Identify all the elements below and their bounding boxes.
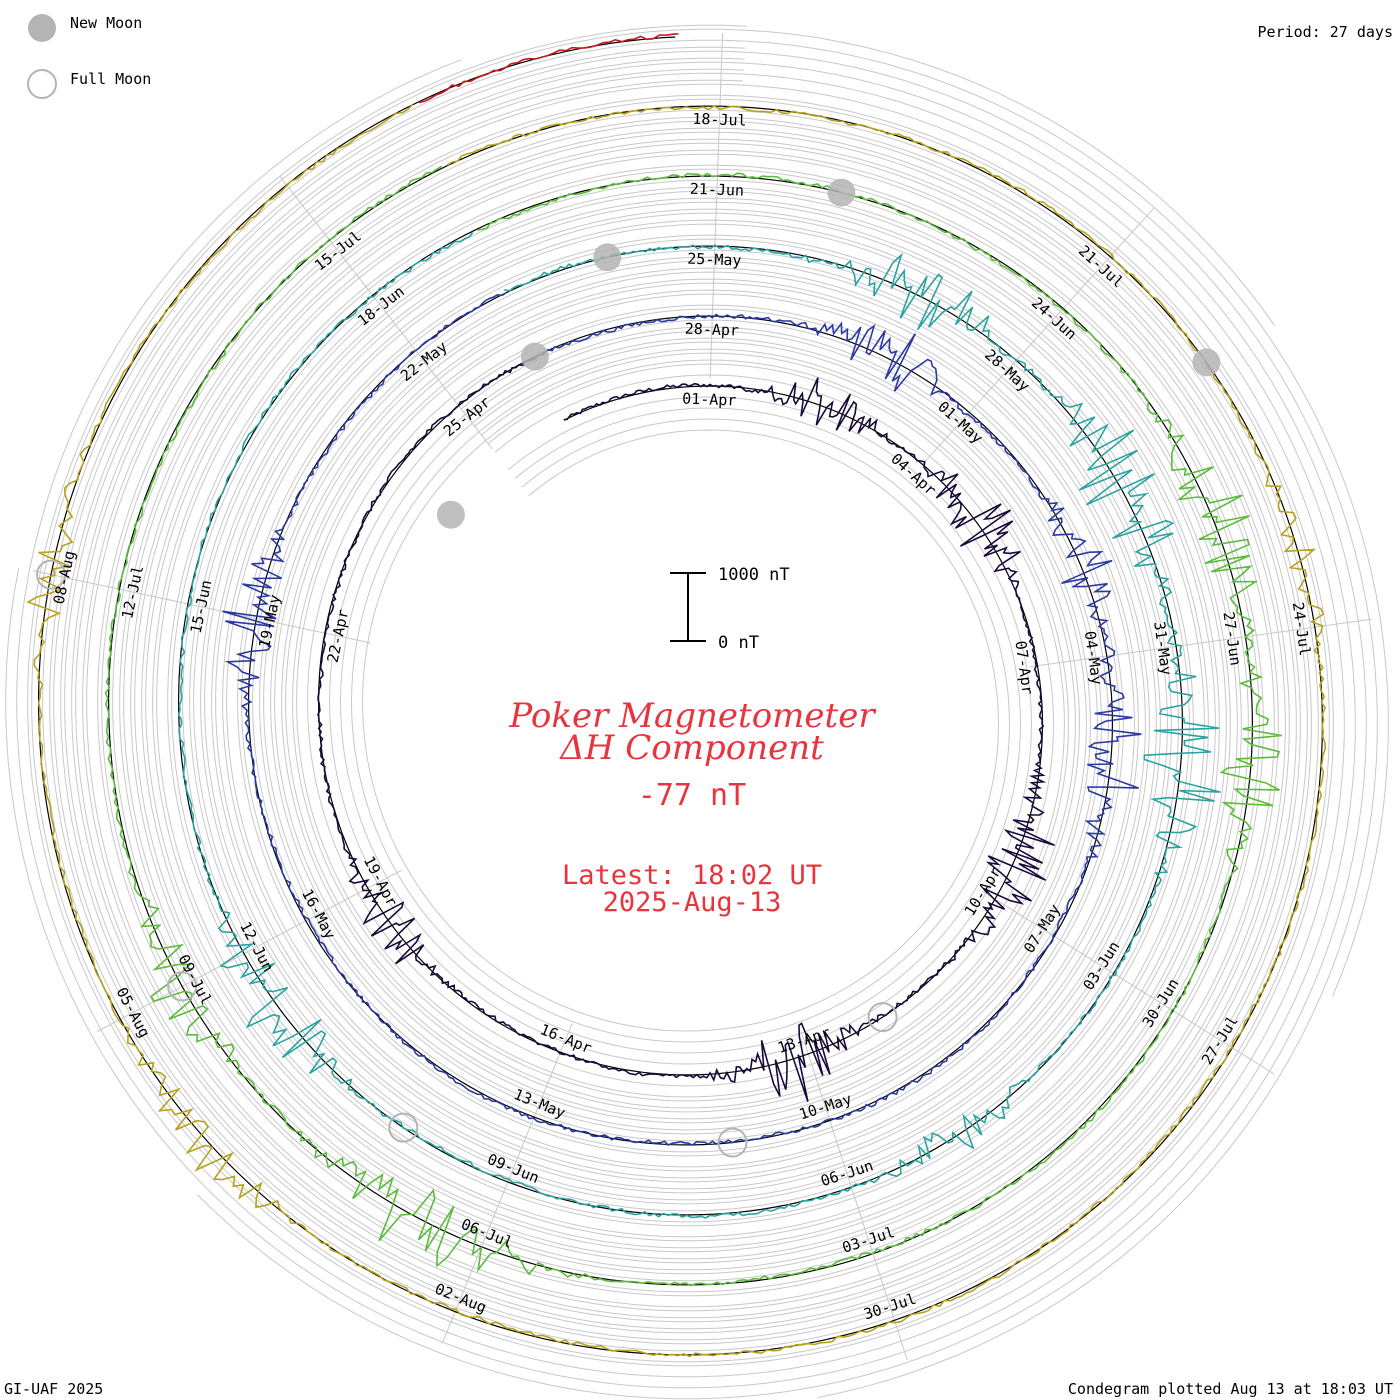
date-label: 10-Apr (961, 864, 1005, 919)
new-moon-marker (520, 342, 549, 371)
credit-label: GI-UAF 2025 (4, 1380, 103, 1398)
grid-spiral (60, 57, 1301, 1334)
new-moon-legend-icon (28, 14, 56, 42)
series-line (177, 232, 1221, 1219)
scale-top-label: 1000 nT (718, 565, 790, 585)
grid-spiral (53, 50, 1378, 1398)
grid-spiral (16, 59, 1345, 1378)
current-value: -77 nT (638, 778, 746, 813)
full-moon-marker (167, 971, 198, 1002)
series-line (222, 292, 1142, 1147)
date-label: 04-May (1081, 630, 1106, 686)
day-spoke (709, 33, 724, 379)
date-label: 12-Jun (236, 919, 277, 975)
date-label: 27-Jun (1219, 611, 1244, 667)
plotted-label: Condegram plotted Aug 13 at 18:03 UT (1068, 1380, 1393, 1398)
full-moon-marker (867, 1002, 898, 1033)
date-label: 21-Jun (690, 180, 745, 200)
chart-title-line2: ΔH Component (558, 728, 824, 768)
date-label: 02-Aug (432, 1280, 489, 1317)
new-moon-marker (827, 178, 856, 207)
spiral-grid (5, 24, 1389, 1400)
full-moon-legend-icon (27, 69, 57, 99)
date-label: 28-Apr (685, 320, 740, 340)
date-label: 24-Jul (1289, 601, 1314, 657)
full-moon-marker (388, 1112, 419, 1143)
data-series (26, 33, 1327, 1358)
latest-date: 2025-Aug-13 (603, 887, 782, 918)
grid-spiral (27, 24, 1334, 1367)
period-label: Period: 27 days (1258, 23, 1393, 41)
date-label: 18-Jul (692, 110, 747, 130)
day-spoke (922, 207, 1155, 465)
day-spoke (800, 1031, 908, 1361)
scale-bottom-label: 0 nT (718, 633, 759, 653)
day-spoke (441, 1023, 573, 1344)
date-label: 25-May (687, 250, 742, 270)
grid-spiral (82, 79, 1279, 1312)
full-moon-marker (36, 559, 66, 590)
day-spoke (96, 869, 403, 1032)
full-moon-marker (717, 1127, 748, 1158)
legend-new-moon-label: New Moon (70, 14, 142, 32)
new-moon-marker (436, 500, 465, 529)
series-line (26, 104, 1327, 1358)
legend: New Moon Full Moon (27, 14, 151, 99)
grid-spiral (64, 61, 1367, 1400)
grid-spiral (31, 28, 1330, 1363)
moon-markers (36, 178, 1221, 1158)
new-moon-marker (1192, 348, 1221, 377)
day-spoke (279, 176, 493, 450)
series-line (104, 165, 1282, 1287)
grid-spiral (49, 46, 1312, 1345)
chart-title-line1: Poker Magnetometer (508, 696, 876, 736)
date-label: 01-Apr (682, 390, 737, 410)
grid-spiral (42, 39, 1389, 1352)
legend-full-moon-label: Full Moon (70, 70, 151, 88)
series-line (317, 357, 1055, 1103)
scale-bar: 1000 nT 0 nT (670, 565, 790, 653)
grid-spiral (71, 68, 1290, 1323)
day-spoke (32, 570, 371, 644)
day-spoke (981, 890, 1275, 1075)
latest-time: Latest: 18:02 UT (562, 860, 822, 891)
series-line (418, 33, 679, 104)
new-moon-marker (593, 243, 622, 272)
